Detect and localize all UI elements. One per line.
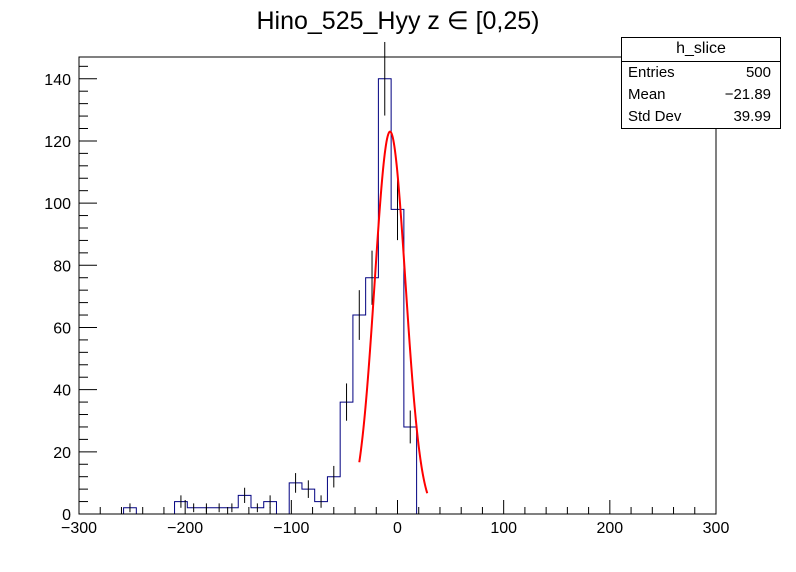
- histogram-outline: [110, 78, 430, 515]
- stats-label: Std Dev: [628, 108, 682, 125]
- y-axis-tick-labels: 0 20 40 60 80 100 120 140: [44, 72, 71, 524]
- y-tick-label: 100: [44, 196, 71, 213]
- axis-ticks: [78, 65, 717, 515]
- stats-box: h_slice Entries 500 Mean −21.89 Std Dev …: [621, 37, 781, 129]
- histogram-bars: [79, 78, 716, 515]
- y-tick-label: 80: [53, 258, 71, 275]
- stats-label: Mean: [628, 86, 666, 103]
- x-tick-label: 100: [490, 520, 517, 537]
- chart-title: Hino_525_Hyy z ∈ [0,25): [256, 7, 540, 35]
- histogram-bar: [391, 209, 404, 514]
- x-tick-label: −300: [61, 520, 97, 537]
- stats-value: 39.99: [733, 108, 771, 125]
- stats-value: −21.89: [724, 86, 771, 103]
- gaussian-fit-curve: [358, 130, 429, 494]
- y-tick-label: 140: [44, 72, 71, 89]
- stats-value: 500: [745, 64, 771, 81]
- y-tick-label: 0: [62, 507, 71, 524]
- x-tick-label: 200: [596, 520, 623, 537]
- stats-box-title: h_slice: [622, 38, 780, 62]
- stats-row-entries: Entries 500: [622, 62, 780, 84]
- x-tick-label: −200: [167, 520, 203, 537]
- y-tick-label: 60: [53, 320, 71, 337]
- y-tick-label: 40: [53, 383, 71, 400]
- x-tick-label: 0: [393, 520, 402, 537]
- error-bars: [129, 41, 411, 513]
- stats-row-stddev: Std Dev 39.99: [622, 106, 780, 128]
- y-tick-label: 120: [44, 134, 71, 151]
- stats-label: Entries: [628, 64, 675, 81]
- histogram-bar: [378, 79, 391, 514]
- x-axis-tick-labels: −300 −200 −100 0 100 200 300: [61, 520, 729, 537]
- stats-row-mean: Mean −21.89: [622, 84, 780, 106]
- y-tick-label: 20: [53, 445, 71, 462]
- histogram-bar: [353, 315, 366, 514]
- x-tick-label: −100: [273, 520, 309, 537]
- x-tick-label: 300: [703, 520, 730, 537]
